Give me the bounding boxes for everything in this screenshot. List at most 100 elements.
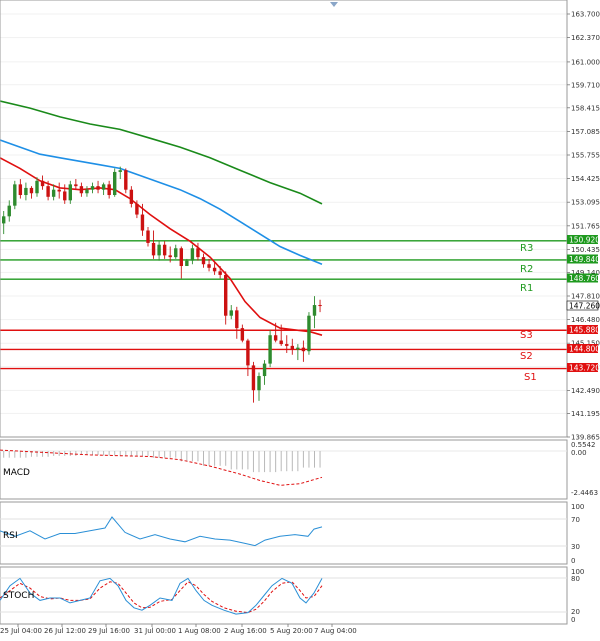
candle-body	[257, 376, 261, 391]
candle-body	[151, 242, 156, 256]
candle-body	[229, 310, 233, 316]
price-tag-r3-bg	[567, 235, 598, 244]
candle-body	[29, 187, 34, 194]
chart-shift-marker-icon[interactable]	[330, 2, 338, 7]
price-tag-r1: 148.760	[569, 274, 600, 283]
price-tag-r2-bg	[567, 254, 598, 264]
candle-body	[40, 180, 45, 187]
ma-mid-line	[0, 139, 323, 265]
candle-body	[285, 344, 289, 346]
time-axis-label: 29 Jul 16:00	[88, 627, 130, 635]
macd-label: MACD	[3, 468, 30, 478]
candle-body	[279, 340, 283, 345]
price-tag-s2-bg	[567, 344, 598, 353]
candle-body	[140, 214, 145, 231]
candle-body	[85, 189, 89, 194]
candle-body	[129, 189, 134, 204]
time-axis-label: 2 Aug 16:00	[224, 627, 267, 635]
price-axis-label: 151.765	[571, 222, 600, 230]
candle-body	[235, 310, 239, 329]
level-label-r3: R3	[520, 243, 533, 254]
price-panel[interactable]: R3 R2 R1 S3 S2 S1	[0, 0, 568, 438]
price-tags: 150.920 149.840 148.760 147.260 145.880 …	[566, 235, 600, 373]
candle-body	[240, 328, 245, 341]
price-axis-label: 142.490	[571, 387, 600, 395]
stoch-label: STOCH	[3, 591, 34, 601]
level-label-r1: R1	[520, 283, 533, 294]
price-axis-label: 158.415	[571, 104, 600, 112]
time-axis-label: 26 Jul 12:00	[44, 627, 86, 635]
stoch-main-line	[0, 577, 323, 615]
rsi-tick-0: 0	[571, 557, 575, 565]
candle-body	[168, 255, 172, 258]
rsi-panel-border	[0, 501, 568, 565]
price-axis-label: 162.370	[571, 34, 600, 42]
candle-body	[74, 184, 78, 187]
price-tag-r1-bg	[567, 273, 598, 283]
rsi-panel[interactable]: RSI 100 70 30 0	[0, 501, 584, 565]
price-axis-label: 159.710	[571, 81, 600, 89]
moving-averages	[0, 100, 323, 336]
candle-body	[246, 340, 250, 366]
candle-body	[196, 248, 200, 258]
price-axis-label: 157.085	[571, 128, 600, 136]
candle-body	[157, 244, 161, 256]
rsi-tick-70: 70	[571, 516, 580, 524]
rsi-tick-30: 30	[571, 543, 580, 551]
stoch-tick-20: 20	[571, 608, 580, 616]
candle-body	[107, 184, 111, 196]
macd-tick-max: 0.5542	[571, 441, 596, 449]
price-axis-label: 163.700	[571, 11, 600, 19]
time-axis: 25 Jul 04:00 26 Jul 12:00 29 Jul 16:00 31 J…	[0, 624, 357, 635]
candle-body	[101, 184, 106, 190]
candle-body	[268, 335, 272, 364]
price-tag-current-bg	[566, 300, 599, 311]
candle-body	[18, 184, 23, 196]
candle-body	[201, 257, 206, 265]
price-axis-label: 147.810	[571, 293, 600, 301]
candle-body	[13, 184, 17, 206]
price-axis-label: 145.150	[571, 340, 600, 348]
candle-body	[307, 315, 311, 352]
time-axis-label: 1 Aug 08:00	[178, 627, 221, 635]
time-axis-label: 31 Jul 00:00	[134, 627, 176, 635]
candle-body	[312, 305, 317, 316]
candle-body	[57, 189, 61, 192]
candle-body	[46, 186, 50, 197]
candle-body	[51, 189, 56, 197]
price-tag-r2: 149.840	[569, 255, 600, 264]
candle-body	[185, 260, 189, 267]
price-tag-s1-bg	[567, 325, 598, 334]
price-tag-s3: 143.720	[569, 364, 600, 373]
time-axis-label: 5 Aug 20:00	[270, 627, 313, 635]
candlesticks[interactable]	[2, 166, 322, 403]
candle-body	[262, 363, 267, 377]
candle-body	[96, 186, 100, 190]
stoch-tick-0: 0	[571, 616, 575, 624]
price-tag-r3: 150.920	[569, 236, 600, 245]
candle-body	[301, 347, 306, 352]
candle-body	[218, 271, 222, 275]
ma-slow-line	[0, 100, 323, 205]
price-axis-label: 141.195	[571, 410, 600, 418]
macd-histogram	[3, 451, 321, 473]
stoch-panel[interactable]: STOCH 100 80 20 0	[0, 566, 584, 625]
macd-panel[interactable]: MACD 0.5542 0.00 -2.4463	[0, 439, 598, 500]
macd-signal-line	[0, 449, 323, 486]
price-axis-label: 149.140	[571, 269, 600, 277]
candle-body	[68, 184, 72, 201]
candle-body	[251, 365, 256, 391]
candle-body	[24, 187, 28, 196]
candle-body	[162, 244, 167, 256]
price-tag-s1: 145.880	[569, 326, 600, 335]
rsi-line	[0, 516, 323, 547]
price-grid	[0, 13, 567, 438]
candle-body	[146, 230, 150, 243]
candle-body	[113, 171, 117, 196]
price-panel-border	[0, 0, 568, 438]
rsi-tick-100: 100	[571, 503, 584, 511]
candle-body	[35, 180, 39, 194]
candle-body	[224, 274, 228, 316]
candle-body	[174, 248, 178, 258]
